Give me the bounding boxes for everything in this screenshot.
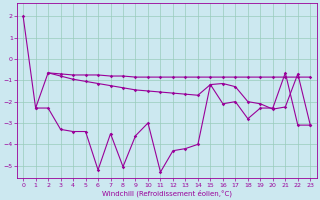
X-axis label: Windchill (Refroidissement éolien,°C): Windchill (Refroidissement éolien,°C)	[102, 189, 232, 197]
